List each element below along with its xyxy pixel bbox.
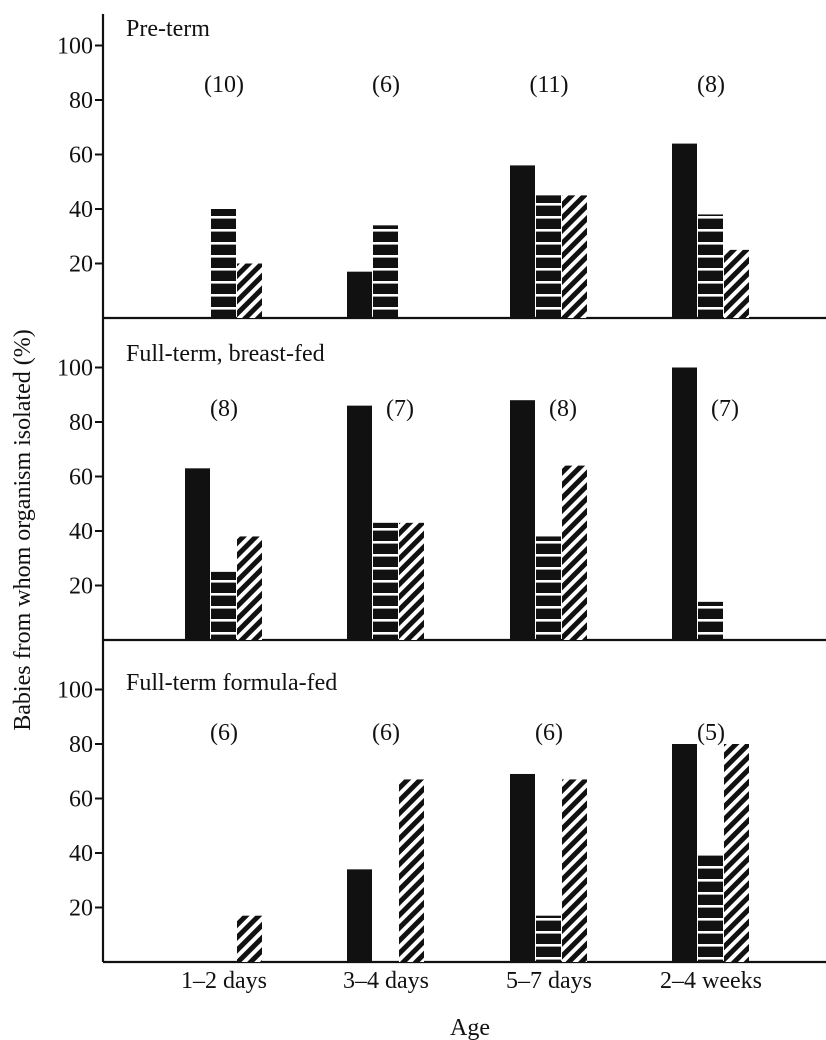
sample-count-label: (6)	[210, 720, 238, 746]
x-category-label: 1–2 days	[181, 968, 267, 994]
x-category-label: 5–7 days	[506, 968, 592, 994]
bar	[347, 271, 372, 318]
y-tick-label: 100	[57, 34, 93, 60]
sample-count-label: (7)	[386, 396, 414, 422]
y-tick-label: 60	[69, 143, 93, 169]
bar	[562, 779, 587, 962]
bar	[185, 468, 210, 640]
panel-title: Full-term formula-fed	[126, 670, 337, 696]
bar	[698, 601, 723, 640]
bar	[237, 915, 262, 962]
bar	[536, 195, 561, 318]
bar	[698, 853, 723, 962]
x-category-label: 2–4 weeks	[660, 968, 762, 994]
y-tick-label: 60	[69, 465, 93, 491]
y-tick-label: 80	[69, 88, 93, 114]
bar	[698, 214, 723, 318]
sample-count-label: (6)	[535, 720, 563, 746]
sample-count-label: (6)	[372, 72, 400, 98]
bar	[373, 522, 398, 640]
bar	[399, 522, 424, 640]
bar	[536, 915, 561, 962]
bar	[672, 367, 697, 640]
sample-count-label: (8)	[210, 396, 238, 422]
y-tick-label: 40	[69, 197, 93, 223]
sample-count-label: (7)	[711, 396, 739, 422]
y-tick-label: 80	[69, 732, 93, 758]
sample-count-label: (6)	[372, 720, 400, 746]
bar	[536, 536, 561, 640]
bar	[347, 869, 372, 962]
bar	[510, 400, 535, 640]
x-axis-label: Age	[450, 1015, 490, 1040]
sample-count-label: (5)	[697, 720, 725, 746]
bar	[672, 143, 697, 318]
x-category-label: 3–4 days	[343, 968, 429, 994]
bar	[562, 465, 587, 640]
y-tick-label: 20	[69, 574, 93, 600]
bar	[399, 779, 424, 962]
bar	[724, 744, 749, 962]
y-tick-label: 60	[69, 787, 93, 813]
bar	[373, 225, 398, 318]
bar	[510, 773, 535, 962]
bar	[237, 263, 262, 318]
y-tick-label: 40	[69, 841, 93, 867]
bar	[562, 195, 587, 318]
bar	[510, 165, 535, 318]
sample-count-label: (8)	[549, 396, 577, 422]
panel-title: Full-term, breast-fed	[126, 341, 325, 367]
y-tick-label: 100	[57, 356, 93, 382]
sample-count-label: (10)	[204, 72, 244, 98]
y-tick-label: 20	[69, 252, 93, 278]
y-axis-label: Babies from whom organism isolated (%)	[10, 329, 36, 730]
sample-count-label: (11)	[529, 72, 568, 98]
y-tick-label: 100	[57, 678, 93, 704]
bar	[211, 209, 236, 318]
bar	[211, 571, 236, 640]
sample-count-label: (8)	[697, 72, 725, 98]
bar	[237, 536, 262, 640]
bar	[347, 405, 372, 640]
bar	[672, 744, 697, 962]
y-tick-label: 80	[69, 410, 93, 436]
y-tick-label: 20	[69, 896, 93, 922]
y-tick-label: 40	[69, 519, 93, 545]
bar	[724, 249, 749, 318]
panel-title: Pre-term	[126, 16, 210, 42]
